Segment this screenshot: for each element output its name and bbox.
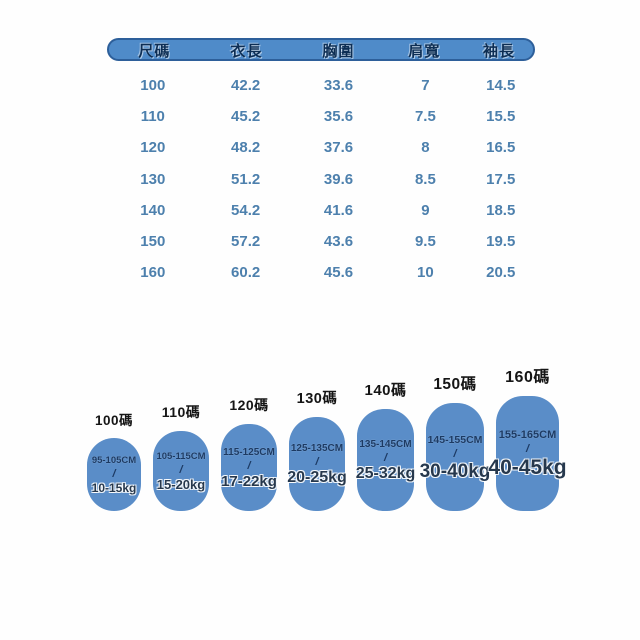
size-badge: 120碼 115-125CM/17-22kg: [221, 395, 277, 511]
size-badge: 100碼 95-105CM /10-15kg: [87, 409, 141, 511]
table-row: 130 51.2 39.6 8.5 17.5: [107, 164, 535, 195]
separator-slash: /: [247, 459, 251, 472]
table-row: 160 60.2 45.6 10 20.5: [107, 257, 535, 288]
table-cell: 100: [140, 77, 166, 95]
size-badge: 140碼 135-145CM/25-32kg: [355, 379, 416, 511]
table-cell: 45.2: [231, 108, 261, 126]
size-badge-list: 100碼 95-105CM/10-15kg 110碼 105-115CM/15-20k…: [87, 363, 567, 511]
table-cell: 19.5: [486, 233, 516, 251]
size-badge-bubble: 135-145CM/25-32kg: [355, 409, 416, 511]
table-cell: 39.6: [323, 170, 354, 188]
height-range-text: 95-105CM: [91, 455, 137, 466]
size-badge-bubble: 105-115CM /15-20kg: [153, 431, 209, 511]
size-badge: 150碼 145-155CM/30-40kg: [420, 372, 490, 511]
size-badge-bubble: 95-105CM /10-15kg: [87, 438, 141, 511]
table-cell: 43.6: [323, 233, 354, 251]
height-range-text: 125-135CM: [290, 442, 344, 454]
table-cell: 20.5: [486, 264, 516, 282]
table-cell: 33.6: [323, 77, 354, 95]
table-cell: 17.5: [486, 170, 516, 188]
height-range-text: 135-145CM: [359, 438, 412, 450]
separator-slash: /: [179, 464, 183, 476]
weight-range-text: 40-45kg: [488, 456, 567, 479]
table-cell: 120: [140, 139, 166, 157]
table-cell: 51.2: [231, 170, 261, 188]
size-badge-label: 120碼: [229, 397, 269, 413]
table-row: 140 54.2 41.6 9 18.5: [107, 195, 535, 226]
table-cell: 54.2: [231, 201, 261, 219]
column-header-size: 尺碼: [138, 43, 171, 60]
table-cell: 15.5: [486, 108, 516, 126]
table-cell: 35.6: [323, 108, 354, 126]
column-header-chest: 胸圍: [322, 43, 355, 60]
column-header-shoulder: 肩寬: [408, 43, 441, 60]
size-badge-label: 150碼: [433, 376, 477, 393]
separator-slash: /: [383, 451, 388, 464]
table-cell: 9: [421, 201, 430, 219]
size-badge-bubble: 125-135CM/20-25kg: [287, 417, 347, 511]
table-cell: 110: [140, 108, 165, 126]
height-range-text: 115-125CM: [223, 446, 275, 458]
table-header-row: 尺碼 衣長 胸圍 肩寬 袖長: [107, 38, 535, 61]
table-cell: 42.2: [231, 77, 261, 95]
weight-range-text: 20-25kg: [287, 468, 347, 486]
table-cell: 14.5: [486, 77, 516, 95]
table-cell: 48.2: [231, 139, 261, 157]
height-range-text: 145-155CM: [427, 433, 483, 446]
separator-slash: /: [525, 443, 530, 455]
table-cell: 18.5: [486, 201, 516, 219]
table-cell: 160: [140, 264, 166, 282]
table-cell: 10: [417, 264, 434, 282]
column-header-length: 衣長: [230, 43, 263, 60]
weight-range-text: 10-15kg: [91, 481, 137, 495]
weight-range-text: 30-40kg: [419, 460, 491, 482]
separator-slash: /: [112, 468, 116, 480]
size-badge-bubble: 145-155CM/30-40kg: [420, 403, 490, 511]
size-badge-label: 100碼: [94, 413, 134, 428]
table-cell: 130: [140, 170, 166, 188]
weight-range-text: 15-20kg: [156, 477, 206, 492]
table-cell: 9.5: [414, 233, 436, 251]
table-cell: 8.5: [414, 170, 436, 188]
table-cell: 140: [140, 201, 166, 219]
size-badge: 110碼 105-115CM /15-20kg: [153, 402, 209, 511]
size-badge: 130碼 125-135CM/20-25kg: [287, 387, 347, 511]
table-cell: 150: [140, 233, 166, 251]
separator-slash: /: [453, 447, 457, 460]
table-cell: 8: [421, 139, 430, 157]
table-cell: 57.2: [231, 233, 261, 251]
table-cell: 45.6: [323, 264, 354, 282]
table-cell: 41.6: [323, 201, 354, 219]
table-body: 100 42.2 33.6 7 14.5 110 45.2 35.6 7.5 15.5 120 48.…: [107, 70, 535, 288]
weight-range-text: 25-32kg: [355, 464, 416, 482]
table-cell: 60.2: [231, 264, 261, 282]
size-badge-bubble: 115-125CM/17-22kg: [221, 424, 277, 511]
size-badge-label: 130碼: [296, 391, 338, 407]
table-row: 110 45.2 35.6 7.5 15.5: [107, 101, 535, 132]
table-cell: 16.5: [486, 139, 516, 157]
size-badge-label: 160碼: [505, 369, 550, 386]
size-badge-label: 140碼: [364, 382, 407, 399]
column-header-sleeve: 袖長: [483, 43, 516, 60]
height-range-text: 105-115CM: [156, 451, 206, 462]
size-badge-label: 110碼: [161, 404, 201, 420]
table-cell: 7: [421, 77, 430, 95]
table-row: 120 48.2 37.6 8 16.5: [107, 132, 535, 163]
table-row: 100 42.2 33.6 7 14.5: [107, 70, 535, 101]
table-cell: 7.5: [414, 108, 436, 126]
weight-range-text: 17-22kg: [221, 472, 277, 490]
height-range-text: 155-165CM: [498, 429, 557, 441]
size-badge-bubble: 155-165CM /40-45kg: [488, 396, 567, 511]
table-cell: 37.6: [323, 139, 354, 157]
table-row: 150 57.2 43.6 9.5 19.5: [107, 226, 535, 257]
size-badge: 160碼 155-165CM /40-45kg: [488, 363, 567, 511]
separator-slash: /: [315, 455, 319, 468]
